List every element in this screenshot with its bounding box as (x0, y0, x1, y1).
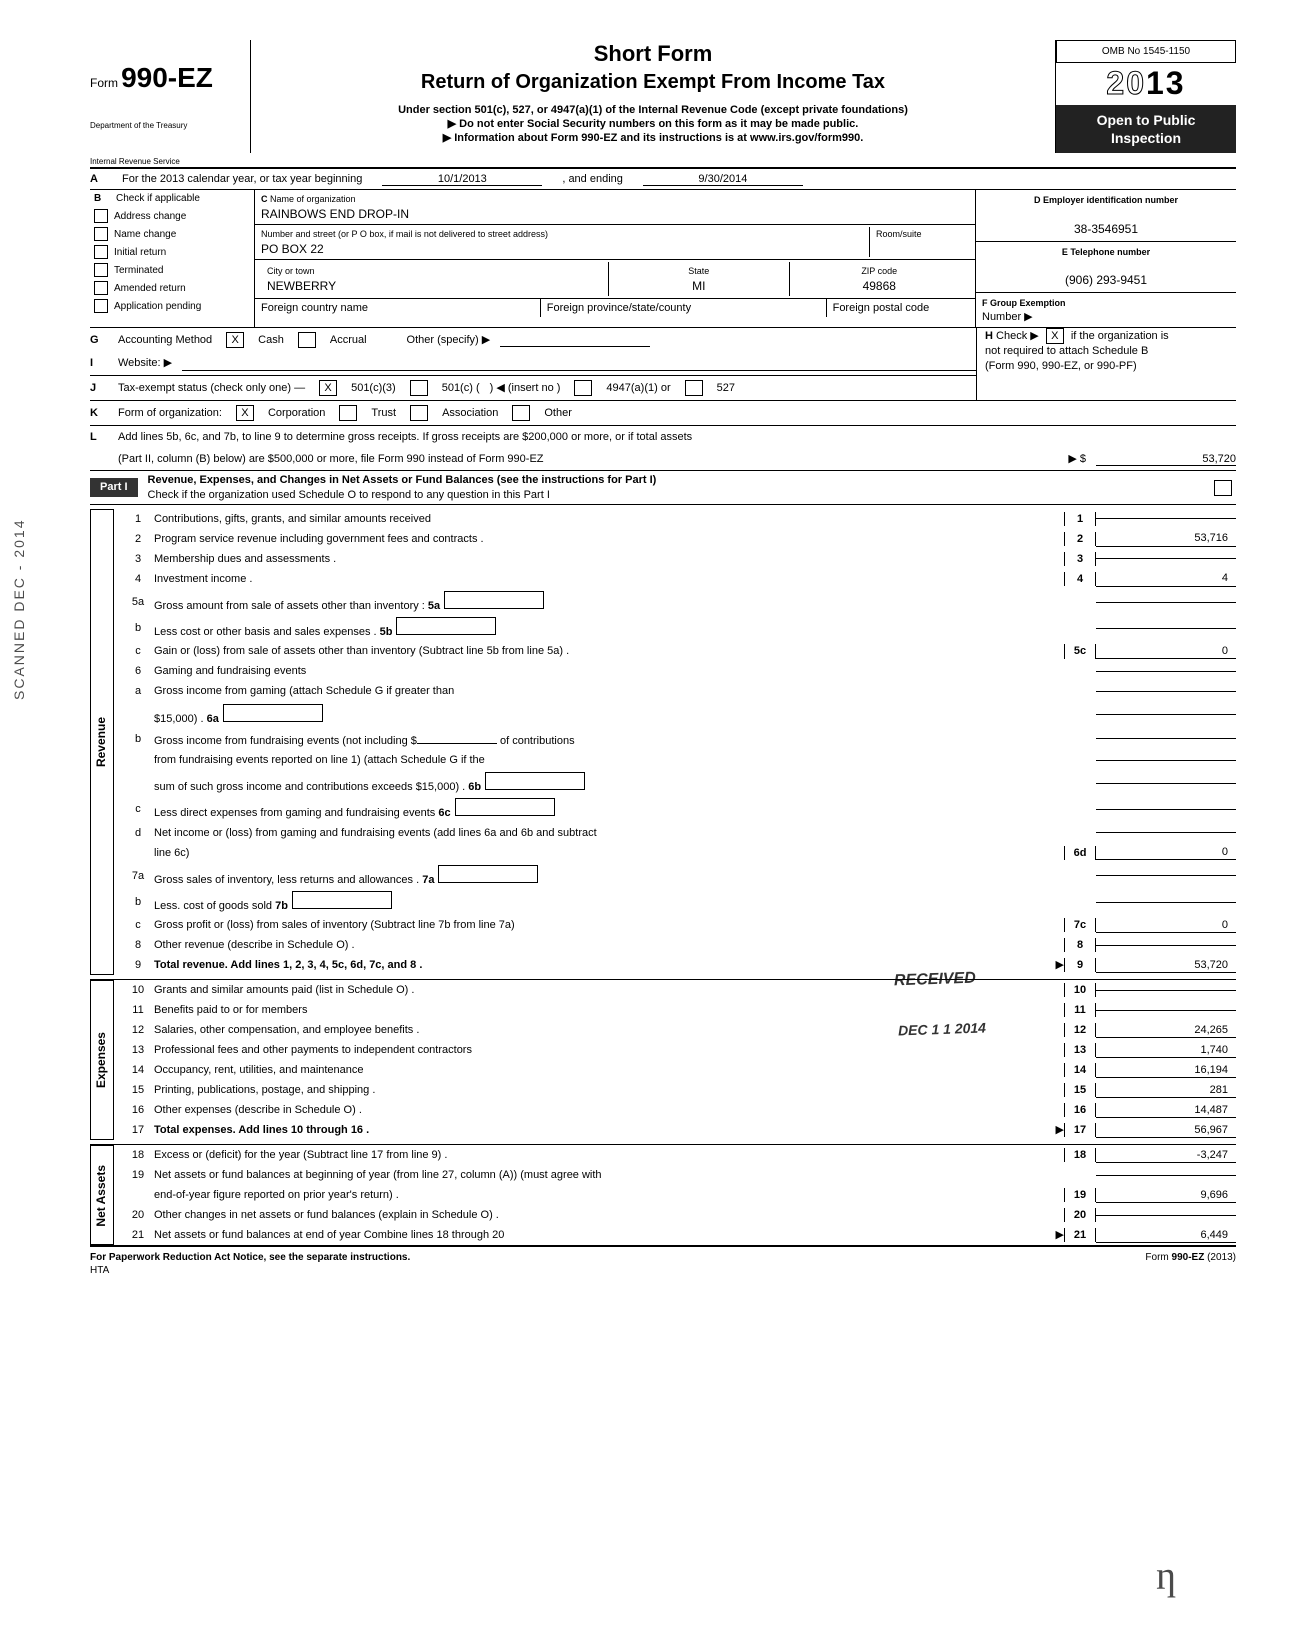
line-18-amt: -3,247 (1096, 1148, 1236, 1163)
return-title: Return of Organization Exempt From Incom… (271, 69, 1035, 95)
footer: For Paperwork Reduction Act Notice, see … (90, 1247, 1236, 1281)
right-box: OMB No 1545-1150 2013 Open to Public Ins… (1056, 40, 1236, 153)
dept-treasury: Department of the Treasury (90, 121, 250, 131)
line-19-amt: 9,696 (1096, 1188, 1236, 1203)
title-block: Short Form Return of Organization Exempt… (250, 40, 1056, 153)
line-11-amt (1096, 1010, 1236, 1011)
line-13-amt: 1,740 (1096, 1043, 1236, 1058)
line-4-amt: 4 (1096, 571, 1236, 586)
netassets-label: Net Assets (92, 1155, 112, 1237)
dept-irs: Internal Revenue Service (90, 157, 250, 167)
line-10-amt (1096, 990, 1236, 991)
expenses-label: Expenses (92, 1022, 112, 1098)
open-to-public: Open to Public Inspection (1056, 105, 1236, 153)
line-3-amt (1096, 558, 1236, 559)
col-b: B Check if applicable Address change Nam… (90, 190, 255, 327)
line-8-amt (1096, 945, 1236, 946)
col-c: C Name of organizationRAINBOWS END DROP-… (255, 190, 976, 327)
line-5c-amt: 0 (1096, 644, 1236, 659)
revenue-label: Revenue (92, 707, 112, 777)
line-15-amt: 281 (1096, 1083, 1236, 1098)
line-6d-amt: 0 (1096, 845, 1236, 860)
org-zip: 49868 (863, 279, 896, 293)
org-state: MI (692, 279, 705, 293)
org-city: NEWBERRY (267, 279, 336, 293)
chk-corp[interactable]: X (236, 405, 254, 421)
header-grid: B Check if applicable Address change Nam… (90, 190, 1236, 328)
chk-cash[interactable]: X (226, 332, 244, 348)
chk-other[interactable] (512, 405, 530, 421)
subtitle1: Under section 501(c), 527, or 4947(a)(1)… (271, 103, 1035, 117)
row-a: A For the 2013 calendar year, or tax yea… (90, 169, 1236, 190)
signature-mark: ƞ (1156, 1550, 1176, 1602)
line-9-amt: 53,720 (1096, 958, 1236, 973)
tax-year-end: 9/30/2014 (643, 172, 803, 186)
ein: 38-3546951 (1074, 222, 1138, 236)
line-14-amt: 16,194 (1096, 1063, 1236, 1078)
org-street: PO BOX 22 (261, 242, 324, 256)
chk-assoc[interactable] (410, 405, 428, 421)
subtitle3: ▶ Information about Form 990-EZ and its … (271, 131, 1035, 145)
chk-terminated[interactable] (94, 263, 108, 277)
gij-block: G Accounting Method XCash Accrual Other … (90, 328, 1236, 399)
chk-schedule-b[interactable]: X (1046, 328, 1064, 344)
gross-receipts: 53,720 (1096, 452, 1236, 466)
line-16-amt: 14,487 (1096, 1103, 1236, 1118)
telephone: (906) 293-9451 (1065, 273, 1147, 287)
chk-501c3[interactable]: X (319, 380, 337, 396)
omb-number: OMB No 1545-1150 (1056, 40, 1236, 63)
form-number: 990-EZ (121, 62, 213, 93)
chk-address-change[interactable] (94, 209, 108, 223)
org-name: RAINBOWS END DROP-IN (261, 207, 409, 221)
chk-accrual[interactable] (298, 332, 316, 348)
date-stamp: DEC 1 1 2014 (898, 1019, 987, 1040)
revenue-section: Revenue 1Contributions, gifts, grants, a… (90, 509, 1236, 975)
form-header: Form 990-EZ Department of the Treasury I… (90, 40, 1236, 167)
form-label-block: Form 990-EZ Department of the Treasury I… (90, 40, 250, 167)
chk-trust[interactable] (339, 405, 357, 421)
line-2-amt: 53,716 (1096, 531, 1236, 546)
line-20-amt (1096, 1215, 1236, 1216)
chk-501c[interactable] (410, 380, 428, 396)
expenses-section: Expenses 10Grants and similar amounts pa… (90, 979, 1236, 1140)
form-prefix: Form (90, 76, 118, 90)
chk-4947[interactable] (574, 380, 592, 396)
row-h: H Check ▶ X if the organization is not r… (976, 328, 1236, 399)
col-d: D Employer identification number38-35469… (976, 190, 1236, 327)
chk-amended[interactable] (94, 281, 108, 295)
line-21-amt: 6,449 (1096, 1228, 1236, 1243)
chk-pending[interactable] (94, 299, 108, 313)
scanned-stamp: SCANNED DEC - 2014 (10, 519, 28, 701)
part-1-header: Part I Revenue, Expenses, and Changes in… (90, 470, 1236, 505)
chk-schedule-o[interactable] (1214, 480, 1232, 496)
chk-527[interactable] (685, 380, 703, 396)
line-7c-amt: 0 (1096, 918, 1236, 933)
subtitle2: ▶ Do not enter Social Security numbers o… (271, 117, 1035, 131)
tax-year: 2013 (1056, 63, 1236, 105)
short-form-title: Short Form (271, 40, 1035, 69)
line-12-amt: 24,265 (1096, 1023, 1236, 1038)
chk-name-change[interactable] (94, 227, 108, 241)
received-stamp: RECEIVED (894, 969, 976, 993)
chk-initial-return[interactable] (94, 245, 108, 259)
net-assets-section: Net Assets 18Excess or (deficit) for the… (90, 1144, 1236, 1245)
line-1-amt (1096, 518, 1236, 519)
line-17-amt: 56,967 (1096, 1123, 1236, 1138)
tax-year-begin: 10/1/2013 (382, 172, 542, 186)
